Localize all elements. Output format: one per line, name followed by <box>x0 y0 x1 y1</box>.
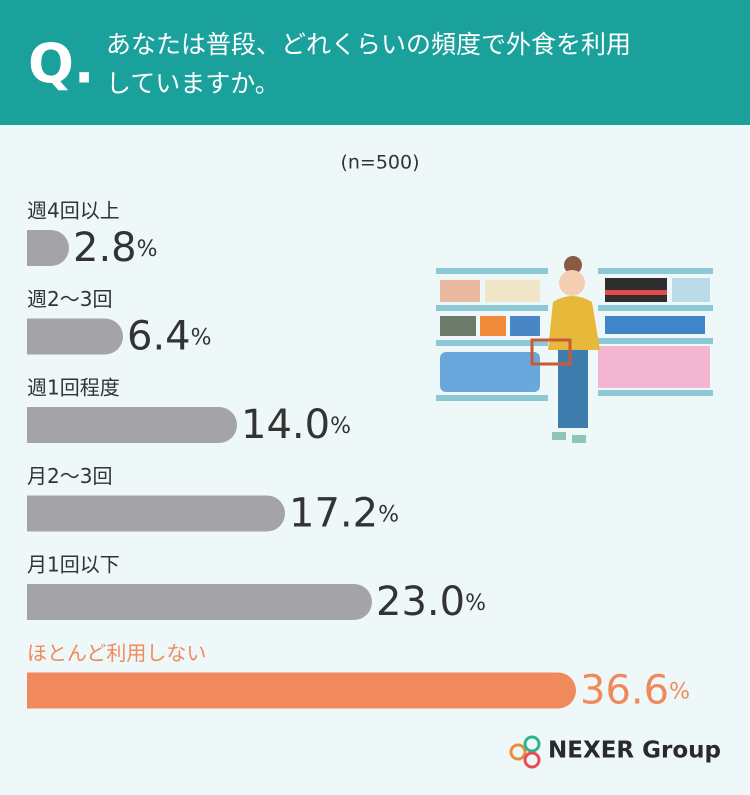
q-mark: Q. <box>28 33 94 96</box>
category-label: 週2～3回 <box>27 287 112 311</box>
bar <box>27 584 372 620</box>
value-label: 2.8% <box>73 225 158 271</box>
category-label: ほとんど利用しない <box>27 641 206 665</box>
category-label: 月1回以下 <box>27 553 120 577</box>
header-band <box>0 0 750 125</box>
logo-text: NEXER Group <box>548 738 721 764</box>
question-line: あなたは普段、どれくらいの頻度で外食を利用 <box>106 30 631 59</box>
logo-mark <box>509 735 541 769</box>
category-label: 週4回以上 <box>27 199 120 223</box>
value-label: 36.6% <box>580 668 690 714</box>
value-label: 6.4% <box>127 314 212 360</box>
illustration <box>436 256 713 443</box>
sample-note: (n=500) <box>340 152 419 174</box>
bar <box>27 230 69 266</box>
bar <box>27 672 576 709</box>
bar <box>27 318 123 355</box>
question-line: していますか。 <box>106 69 280 98</box>
bar <box>27 407 237 443</box>
bar <box>27 495 285 532</box>
category-label: 月2～3回 <box>27 464 112 488</box>
value-label: 23.0% <box>376 579 486 625</box>
category-label: 週1回程度 <box>27 376 120 400</box>
value-label: 17.2% <box>289 491 399 537</box>
value-label: 14.0% <box>241 402 351 448</box>
